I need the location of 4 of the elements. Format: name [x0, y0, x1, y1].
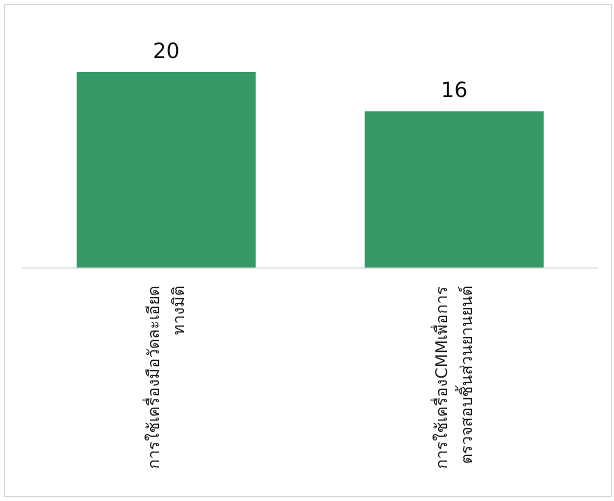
- x-tick-label: การใช้เครื่องCMMเพื่อการตรวจสอบชิ้นส่วนยานยนต์: [430, 286, 476, 469]
- x-tick-label: การใช้เครื่องมือวัดละเอียดทางมิติ: [142, 286, 188, 469]
- data-label: 16: [440, 78, 468, 102]
- data-label: 20: [152, 39, 180, 63]
